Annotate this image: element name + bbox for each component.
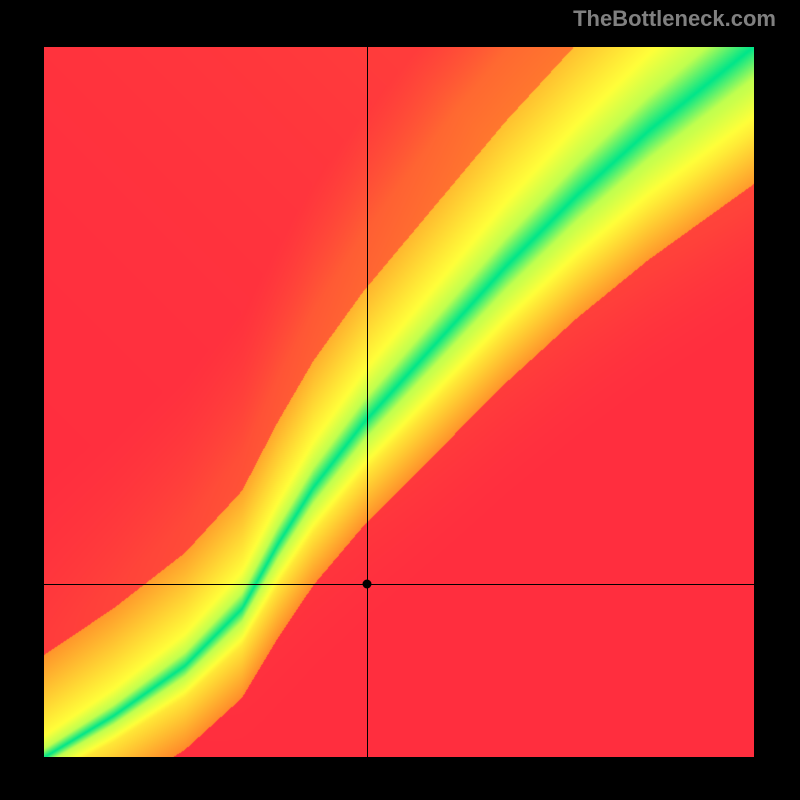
marker-dot [362,580,371,589]
plot-border-right [754,45,756,759]
plot-border-top [42,45,756,47]
plot-border-left [42,45,44,759]
bottleneck-heatmap [42,45,756,759]
crosshair-vertical [367,45,368,759]
heatmap-canvas [42,45,756,759]
watermark-text: TheBottleneck.com [573,6,776,32]
crosshair-horizontal [42,584,756,585]
plot-border-bottom [42,757,756,759]
